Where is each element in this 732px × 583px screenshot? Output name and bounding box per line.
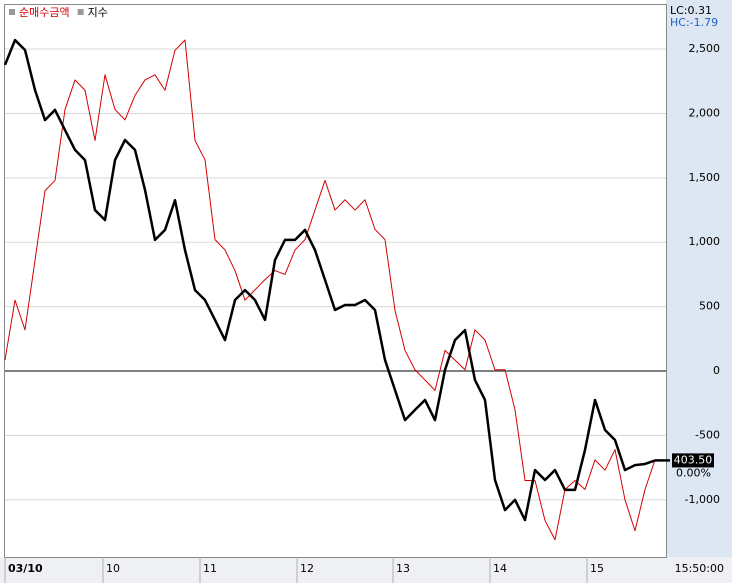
y-tick-label: -500: [695, 428, 720, 441]
y-tick-label: 500: [699, 300, 720, 313]
x-tick-label: 12: [300, 562, 314, 575]
legend-label: 지수: [88, 6, 108, 19]
x-tick-label: 03/10: [8, 562, 43, 575]
y-tick-label: -1,000: [685, 493, 720, 506]
hc-label: HC:-1.79: [670, 16, 718, 29]
last-value-box: [672, 453, 714, 468]
x-tick-label: 10: [106, 562, 120, 575]
legend-label: 순매수금액: [19, 6, 70, 19]
y-tick-label: 0: [713, 364, 720, 377]
x-tick-label: 15: [590, 562, 604, 575]
time-label: 15:50:00: [675, 562, 724, 575]
x-tick-label: 14: [493, 562, 507, 575]
last-value-label: 403.50: [674, 453, 713, 466]
line-series: [3, 38, 656, 522]
y-tick-label: 1,000: [689, 235, 721, 248]
lc-label: LC:0.31: [670, 4, 712, 17]
plot-border: [4, 4, 667, 558]
change-label: 0.00%: [676, 466, 711, 479]
x-tick-label: 11: [203, 562, 217, 575]
x-tick-label: 13: [396, 562, 410, 575]
y-tick-label: 2,500: [689, 42, 721, 55]
line-series: [4, 39, 656, 541]
bottom-axis-panel: [0, 557, 732, 583]
y-tick-label: 2,000: [689, 106, 721, 119]
y-tick-label: 1,500: [689, 171, 721, 184]
legend-swatch: [77, 9, 84, 15]
legend-swatch: [9, 9, 15, 15]
